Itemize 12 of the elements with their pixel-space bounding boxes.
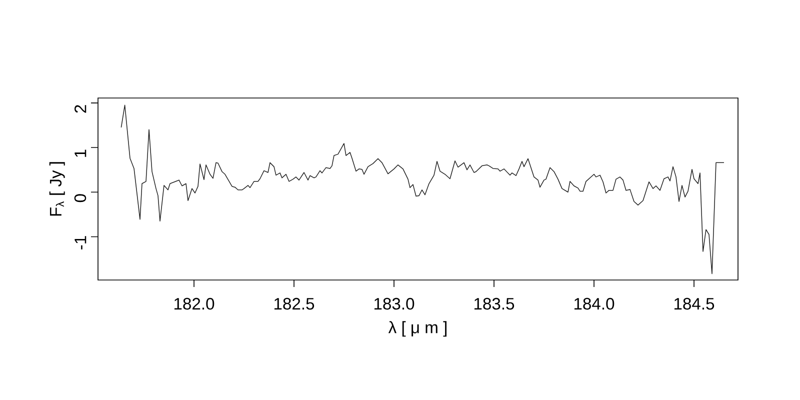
x-tick-label: 182.0 — [174, 298, 214, 310]
y-tick-label: 1 — [74, 150, 86, 157]
y-tick-label: 2 — [74, 105, 86, 113]
y-tick-label: 0 — [74, 194, 86, 202]
x-tick-label: 184.5 — [674, 298, 714, 310]
x-tick-label: 184.0 — [574, 298, 614, 310]
y-tick-label: -1 — [74, 236, 86, 250]
x-tick-label: 182.5 — [274, 298, 314, 310]
x-axis-title: λ [ μ m ] — [388, 321, 446, 337]
x-tick-label: 183.0 — [374, 298, 414, 310]
x-tick-label: 183.5 — [474, 298, 514, 310]
y-axis-title: F$_{λ}$ [ Jy ] — [49, 162, 65, 216]
